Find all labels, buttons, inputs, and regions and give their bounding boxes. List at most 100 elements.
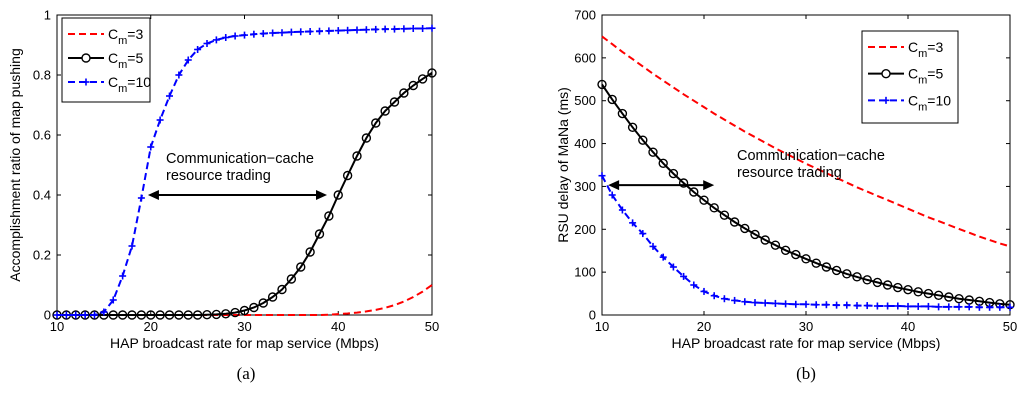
data-point-circle bbox=[408, 80, 418, 91]
y-tick-label: 0.8 bbox=[33, 68, 51, 83]
data-point-plus bbox=[147, 143, 155, 151]
data-point-circle bbox=[164, 310, 175, 320]
data-point-plus bbox=[822, 301, 830, 309]
legend-label-base: C bbox=[908, 66, 918, 82]
data-point-circle bbox=[811, 258, 821, 268]
data-point-circle bbox=[801, 254, 811, 264]
data-point-circle bbox=[913, 287, 923, 297]
data-point-circle bbox=[267, 292, 278, 302]
data-point-plus bbox=[203, 40, 211, 47]
arrow-head-right bbox=[316, 190, 327, 200]
data-point-plus bbox=[241, 31, 248, 39]
data-point-plus bbox=[853, 302, 861, 310]
data-point-circle bbox=[183, 310, 193, 320]
data-point-plus bbox=[91, 311, 98, 319]
data-point-plus bbox=[659, 253, 667, 261]
data-point-circle bbox=[607, 94, 617, 105]
data-point-circle bbox=[174, 310, 184, 320]
legend: Cm=3Cm=5Cm=10 bbox=[861, 30, 959, 124]
y-tick-label: 300 bbox=[574, 179, 596, 194]
data-point-plus bbox=[269, 29, 277, 37]
legend-entry: Cm=5 bbox=[868, 66, 943, 87]
x-tick-label: 50 bbox=[1003, 319, 1017, 334]
annotation-text: resource trading bbox=[166, 168, 271, 184]
y-tick-label: 400 bbox=[574, 136, 596, 151]
data-point-plus bbox=[914, 302, 922, 310]
data-point-circle bbox=[342, 170, 353, 181]
data-point-circle bbox=[719, 210, 730, 220]
data-point-circle bbox=[127, 310, 137, 320]
data-point-plus bbox=[598, 172, 606, 180]
data-point-plus bbox=[771, 299, 779, 307]
data-point-plus bbox=[259, 30, 267, 38]
annotation-text: Communication−cache bbox=[166, 151, 314, 167]
data-point-circle bbox=[831, 265, 842, 276]
data-point-plus bbox=[894, 302, 902, 310]
data-point-circle bbox=[638, 135, 648, 145]
data-point-circle bbox=[305, 247, 315, 257]
data-point-circle bbox=[740, 223, 750, 234]
data-point-circle bbox=[729, 217, 740, 227]
legend-label-base: C bbox=[108, 74, 118, 90]
data-point-plus bbox=[639, 230, 647, 238]
arrow-head-right bbox=[703, 180, 715, 191]
x-tick-label: 50 bbox=[425, 319, 439, 334]
x-axis-label: HAP broadcast rate for map service (Mbps… bbox=[672, 335, 941, 351]
data-point-circle bbox=[842, 269, 852, 279]
data-point-circle bbox=[221, 309, 231, 319]
data-point-plus bbox=[812, 301, 820, 309]
data-point-plus bbox=[278, 29, 286, 37]
data-point-plus bbox=[409, 25, 417, 32]
y-tick-label: 600 bbox=[574, 50, 596, 65]
data-point-circle bbox=[791, 249, 801, 260]
data-point-plus bbox=[833, 301, 841, 309]
data-point-plus bbox=[1006, 303, 1014, 311]
legend-label-base: C bbox=[108, 26, 118, 42]
data-point-plus bbox=[212, 36, 220, 44]
data-point-plus bbox=[381, 25, 389, 33]
data-point-plus bbox=[81, 311, 89, 319]
data-point-circle bbox=[427, 68, 437, 78]
data-point-plus bbox=[629, 219, 637, 227]
x-tick-label: 30 bbox=[799, 319, 813, 334]
data-point-plus bbox=[618, 206, 626, 214]
data-point-plus bbox=[184, 56, 192, 64]
data-point-plus bbox=[175, 71, 183, 79]
y-tick-label: 0.4 bbox=[33, 188, 51, 203]
legend-entry: Cm=10 bbox=[68, 74, 151, 95]
data-point-circle bbox=[648, 147, 658, 157]
data-point-plus bbox=[325, 27, 333, 35]
data-point-plus bbox=[792, 300, 800, 308]
legend-label-suffix: =5 bbox=[127, 50, 143, 66]
data-point-circle bbox=[760, 235, 770, 245]
data-point-circle bbox=[821, 262, 832, 272]
legend-box bbox=[861, 30, 959, 124]
legend-entry: Cm=3 bbox=[68, 26, 143, 47]
data-point-plus bbox=[419, 25, 427, 32]
annotation-arrow bbox=[608, 180, 715, 191]
data-point-circle bbox=[954, 294, 964, 304]
data-point-plus bbox=[316, 27, 323, 35]
annotation-arrow bbox=[147, 190, 327, 200]
data-point-circle bbox=[258, 298, 268, 308]
legend-label: Cm=10 bbox=[908, 92, 951, 113]
data-point-circle bbox=[389, 97, 400, 107]
data-point-circle bbox=[333, 190, 343, 200]
legend-label: Cm=5 bbox=[908, 66, 943, 87]
data-point-plus bbox=[231, 32, 239, 40]
data-point-circle bbox=[597, 79, 607, 90]
legend-label-suffix: =3 bbox=[927, 39, 943, 55]
legend-marker-circle bbox=[81, 53, 91, 63]
legend-label-sub: m bbox=[118, 59, 127, 71]
data-point-plus bbox=[353, 26, 361, 34]
data-point-circle bbox=[202, 310, 212, 320]
data-point-circle bbox=[750, 229, 760, 240]
data-point-circle bbox=[239, 305, 250, 316]
data-point-plus bbox=[710, 292, 718, 300]
data-point-plus bbox=[391, 25, 398, 33]
series-line bbox=[601, 175, 1010, 309]
data-point-plus bbox=[720, 295, 728, 303]
data-point-plus bbox=[751, 299, 759, 307]
arrow-head-left bbox=[147, 190, 159, 200]
y-tick-label: 0.2 bbox=[33, 248, 51, 263]
